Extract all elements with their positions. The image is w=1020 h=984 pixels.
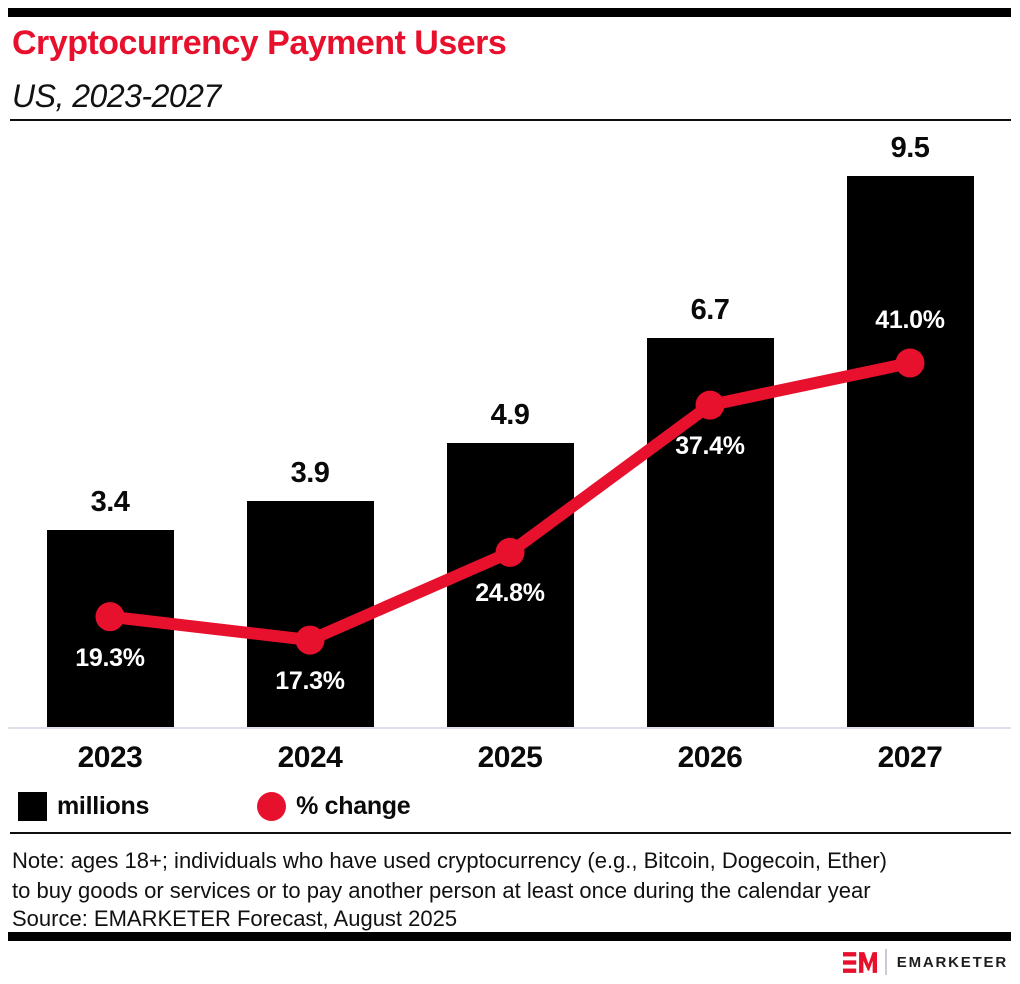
brand-divider	[884, 949, 887, 975]
footer-accent-bar	[8, 932, 1011, 941]
header-divider	[10, 119, 1011, 121]
x-axis-label-2024: 2024	[277, 741, 343, 774]
legend-divider	[10, 832, 1011, 834]
page-subtitle: US, 2023-2027	[12, 78, 221, 114]
x-axis-label-2023: 2023	[77, 741, 143, 774]
page-title: Cryptocurrency Payment Users	[12, 24, 507, 62]
x-axis-label-2027: 2027	[877, 741, 943, 774]
bar-value-label-2027: 9.5	[890, 132, 930, 164]
x-axis-line	[8, 727, 1011, 729]
legend-swatch-pct-change	[257, 791, 287, 821]
brand-lockup: EMARKETER	[842, 948, 1008, 976]
note-text: Note: ages 18+; individuals who have use…	[12, 846, 1002, 906]
emarketer-logo-icon	[842, 951, 877, 973]
x-axis-label-2026: 2026	[677, 741, 743, 774]
pct-label-2027: 41.0%	[875, 306, 945, 334]
x-axis-label-2025: 2025	[477, 741, 543, 774]
legend-label-millions: millions	[57, 791, 150, 820]
brand-name: EMARKETER	[896, 953, 1008, 971]
top-accent-bar	[8, 8, 1011, 17]
legend-label-pct-change: % change	[296, 791, 411, 820]
pct-label-2023: 19.3%	[75, 643, 145, 672]
bar-value-label-2026: 6.7	[690, 294, 730, 327]
source-text: Source: EMARKETER Forecast, August 2025	[12, 906, 458, 931]
note-line-2: to buy goods or services or to pay anoth…	[12, 878, 871, 903]
note-line-1: Note: ages 18+; individuals who have use…	[12, 848, 887, 873]
pct-label-2026: 37.4%	[675, 432, 745, 461]
pct-label-2025: 24.8%	[475, 579, 545, 608]
legend-swatch-millions	[18, 791, 47, 821]
legend: millions % change	[18, 791, 411, 821]
pct-label-2024: 17.3%	[275, 667, 345, 696]
